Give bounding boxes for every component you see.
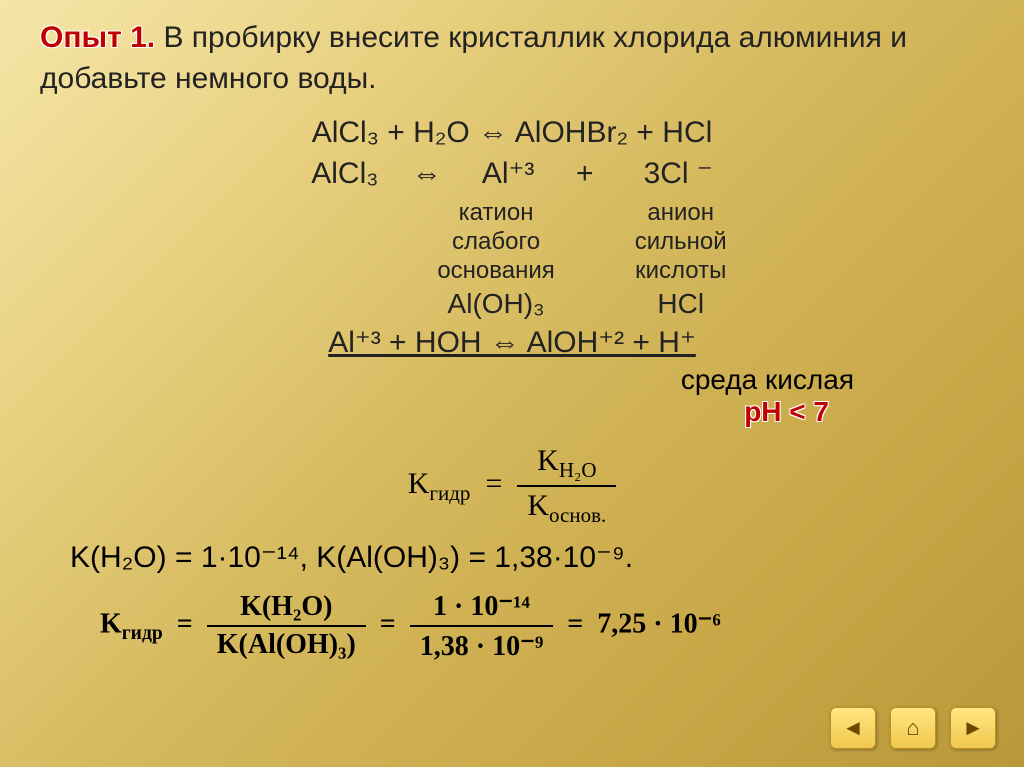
anion-l1: анион <box>635 199 727 228</box>
frac-num-sub: H₂O <box>559 458 597 482</box>
cation-column: катион слабого основания Al(OH)₃ <box>437 199 554 321</box>
intro-text: В пробирку внесите кристаллик хлорида ал… <box>40 21 907 95</box>
cation-l2: слабого <box>437 228 554 257</box>
eq2-cation: Al⁺³ <box>482 157 535 190</box>
final-calculation: Kгидр = K(H₂O) K(Al(OH)₃) = 1 · 10⁻¹⁴ 1,… <box>100 589 984 663</box>
kgidr-fraction: KH₂O Kоснов. <box>517 444 616 528</box>
frac-num-k: K <box>537 444 559 477</box>
final-f2-num: 1 · 10⁻¹⁴ <box>410 589 554 627</box>
ph-value: pH < 7 <box>40 396 829 428</box>
final-eq2: = <box>380 608 396 639</box>
eq2-left: AlCl₃ <box>311 157 378 190</box>
eq2-arrow: ⇔ <box>412 154 442 193</box>
final-f1-num: K(H₂O) <box>207 591 366 627</box>
frac-den-k: K <box>527 489 549 522</box>
final-eq3: = <box>567 608 583 639</box>
equations-block: AlCl₃ + H₂O ⇔ AlOHBr₂ + HCl AlCl₃ ⇔ Al⁺³… <box>40 113 984 362</box>
ion-description-row: катион слабого основания Al(OH)₃ анион с… <box>180 199 984 321</box>
nav-controls: ◄ ⌂ ► <box>830 707 996 749</box>
final-k: K <box>100 608 122 639</box>
constants-line: K(H₂O) = 1·10⁻¹⁴, K(Al(OH)₃) = 1,38·10⁻⁹… <box>70 540 984 575</box>
final-eq1: = <box>177 608 193 639</box>
equation-2: AlCl₃ ⇔ Al⁺³ + 3Cl ⁻ <box>40 154 984 193</box>
net-ionic-equation: Al⁺³ + HOH ⇔ AlOH⁺² + H⁺ <box>40 323 984 362</box>
final-f2-den: 1,38 · 10⁻⁹ <box>410 627 554 663</box>
prev-button[interactable]: ◄ <box>830 707 876 749</box>
equation-1: AlCl₃ + H₂O ⇔ AlOHBr₂ + HCl <box>40 113 984 152</box>
anion-column: анион сильной кислоты HCl <box>635 199 727 321</box>
cation-formula: Al(OH)₃ <box>437 287 554 321</box>
anion-formula: HCl <box>635 287 727 321</box>
eq2-anion: 3Cl ⁻ <box>644 157 713 190</box>
cation-l3: основания <box>437 257 554 286</box>
final-f1-den: K(Al(OH)₃) <box>207 627 366 661</box>
kgidr-k: K <box>408 467 430 500</box>
hydrolysis-constant-formula: Kгидр = KH₂O Kоснов. <box>40 444 984 528</box>
experiment-label: Опыт 1. <box>40 21 155 54</box>
kgidr-sub: гидр <box>429 481 470 505</box>
environment-label: среда кислая <box>40 364 854 396</box>
home-button[interactable]: ⌂ <box>890 707 936 749</box>
anion-l3: кислоты <box>635 257 727 286</box>
anion-l2: сильной <box>635 228 727 257</box>
frac-den-sub: основ. <box>549 503 606 527</box>
next-button[interactable]: ► <box>950 707 996 749</box>
kgidr-eq: = <box>485 467 502 500</box>
final-frac2: 1 · 10⁻¹⁴ 1,38 · 10⁻⁹ <box>410 589 554 663</box>
intro-paragraph: Опыт 1. В пробирку внесите кристаллик хл… <box>40 18 984 99</box>
eq2-plus: + <box>576 157 594 190</box>
final-result: 7,25 · 10⁻⁶ <box>597 608 721 639</box>
final-sub: гидр <box>122 623 163 644</box>
final-frac1: K(H₂O) K(Al(OH)₃) <box>207 591 366 661</box>
cation-l1: катион <box>437 199 554 228</box>
